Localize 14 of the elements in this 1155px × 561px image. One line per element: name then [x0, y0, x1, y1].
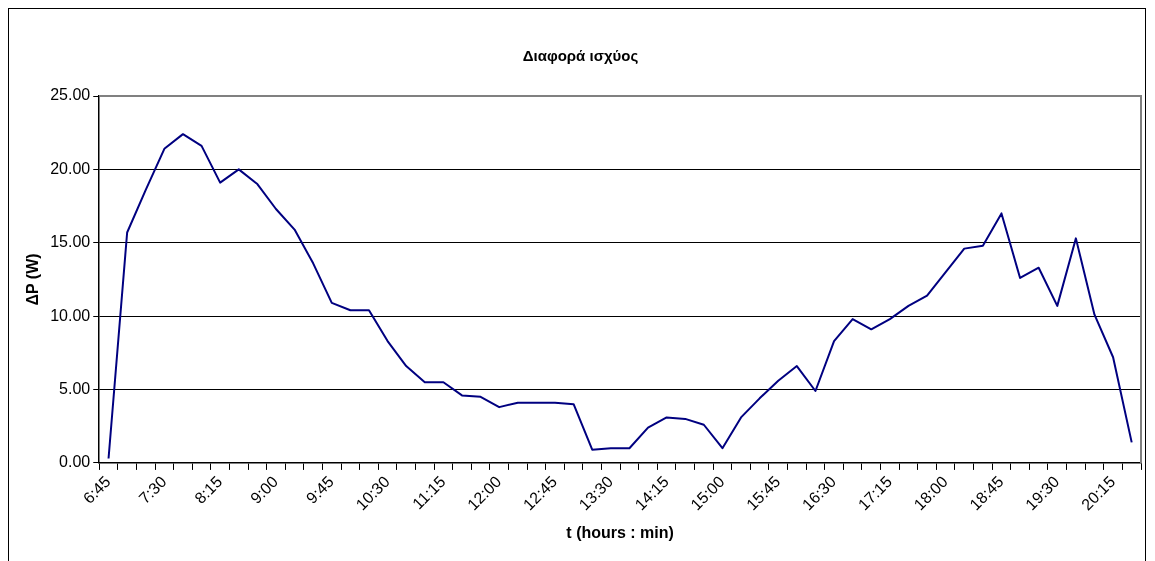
x-tick-label: 7:30: [135, 472, 170, 507]
y-tick-label: 5.00: [59, 379, 91, 397]
y-tick-label: 20.00: [50, 159, 91, 177]
y-tick-label: 0.00: [59, 453, 91, 471]
y-tick-label: 25.00: [50, 86, 91, 104]
y-tick-label: 15.00: [50, 233, 91, 251]
y-axis-title: ΔP (W): [24, 253, 42, 306]
x-axis-title: t (hours : min): [566, 523, 674, 541]
x-tick-label: 8:15: [191, 472, 226, 507]
x-tick-label: 9:00: [247, 472, 282, 507]
y-tick-label: 10.00: [50, 306, 91, 324]
chart-title: Διαφορά ισχύος: [522, 47, 639, 65]
x-tick-label: 6:45: [79, 472, 114, 507]
x-tick-label: 9:45: [302, 472, 338, 507]
